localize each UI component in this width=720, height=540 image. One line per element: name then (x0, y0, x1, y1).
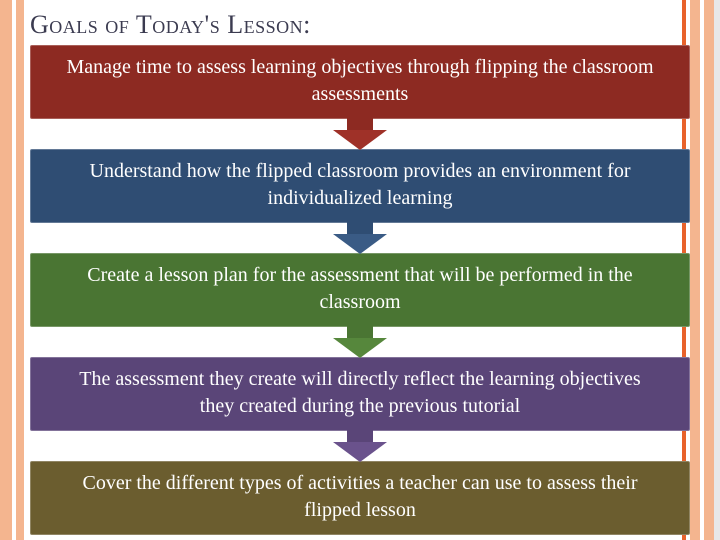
flow-arrow (30, 429, 690, 463)
flow-box: Understand how the flipped classroom pro… (30, 149, 690, 223)
flow-box: Create a lesson plan for the assessment … (30, 253, 690, 327)
page-title: Goals of Today's Lesson: (30, 10, 311, 40)
flow-box: Cover the different types of activities … (30, 461, 690, 535)
flow-arrow (30, 221, 690, 255)
flow-box: The assessment they create will directly… (30, 357, 690, 431)
flow-box: Manage time to assess learning objective… (30, 45, 690, 119)
flow-arrow (30, 325, 690, 359)
flow-container: Manage time to assess learning objective… (30, 45, 690, 535)
flow-arrow (30, 117, 690, 151)
